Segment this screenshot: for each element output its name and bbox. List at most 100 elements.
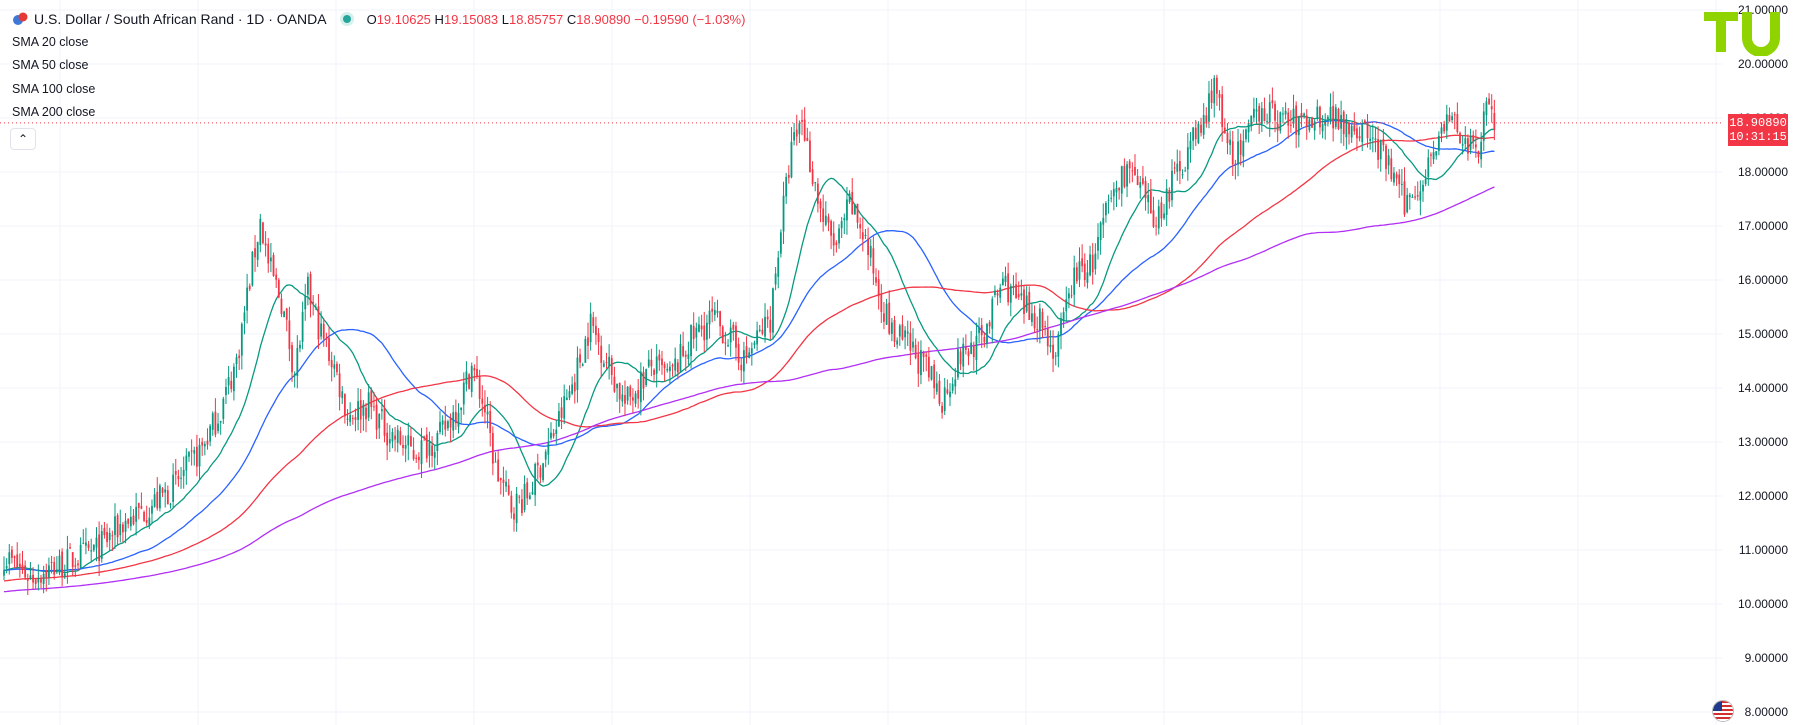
candle-body [1464,138,1467,144]
candle-body [1361,124,1364,143]
candle-body [180,477,182,479]
candle [1464,126,1467,150]
candle-body [964,347,967,350]
indicator-sma-20[interactable]: SMA 20 close [12,34,89,49]
candle-body [124,520,127,532]
price-axis[interactable]: 8.00000 9.00000 10.00000 11.00000 12.00000 13… [1738,3,1788,719]
candle-body [658,354,661,361]
candle [439,410,441,435]
candle-body [1377,139,1379,160]
candle-body [1223,127,1226,134]
candle-body [201,441,204,446]
candle-body [1218,94,1221,98]
candle-body [507,485,510,495]
candle [1268,94,1271,137]
candle [1134,154,1136,176]
candle [1160,196,1163,227]
candle [1142,166,1144,186]
candle-body [1176,163,1179,172]
candle [251,250,254,287]
indicator-sma-200[interactable]: SMA 200 close [12,105,96,120]
candle-body [1094,253,1097,270]
candle [1319,105,1321,135]
candle-body [679,343,682,372]
candle [1237,128,1239,177]
symbol-title[interactable]: U.S. Dollar / South African Rand · 1D · … [34,11,327,27]
candle-body [1099,222,1102,240]
candle [375,396,378,440]
candle-body [912,341,914,348]
candle [336,361,338,376]
candle [655,344,658,388]
candle-body [1419,191,1422,201]
candle-body [1490,106,1493,110]
candle [169,502,172,509]
indicator-sma-100[interactable]: SMA 100 close [12,81,96,96]
candle [925,351,928,372]
candle-body [1165,188,1168,215]
candle [267,238,270,273]
candle [412,437,415,461]
chevron-up-icon: ⌃ [17,132,29,146]
collapse-legend-button[interactable]: ⌃ [10,128,36,150]
candle-body [550,432,552,439]
candle [1406,187,1409,214]
candle-body [1221,94,1224,128]
candle [573,373,576,404]
candle [87,540,90,552]
candle [650,348,653,377]
candle-body [153,494,156,507]
candle [1033,305,1036,333]
candle [674,347,677,377]
candle-body [18,563,21,568]
candle-body [1020,293,1023,296]
candle [460,407,463,424]
candle-body [293,373,296,377]
candle [291,342,293,382]
candle [209,424,212,447]
candle [444,405,447,437]
candle-body [478,375,481,399]
candle [1223,118,1226,134]
candle-body [1157,206,1160,229]
candle-body [801,120,803,122]
indicator-sma-50[interactable]: SMA 50 close [12,58,89,73]
candle [48,557,50,585]
candle [40,574,42,589]
candle [967,348,970,366]
candle [18,553,21,578]
candle [1131,162,1134,183]
candle-body [777,257,780,277]
candle-body [457,412,460,427]
candlesticks [3,74,1496,596]
candle-body [1062,312,1065,321]
candle [809,131,811,173]
candle [661,350,663,375]
candle [1472,130,1475,149]
candle-body [832,233,835,246]
candle-body [473,367,476,371]
candle-body [1289,124,1292,126]
candle-body [795,129,798,137]
candle [790,127,793,179]
candle-body [1089,254,1091,276]
candle-body [1358,136,1361,139]
candle [758,325,761,333]
candle-body [439,421,441,433]
candle-body [1305,115,1308,127]
candle [1036,316,1039,343]
candle [328,326,330,366]
candle-body [1075,267,1078,282]
market-status-icon[interactable] [342,15,351,23]
candle [190,439,193,466]
candle-body [449,418,452,428]
candle [896,337,899,349]
candle [716,299,719,318]
candle [666,363,669,373]
candle [201,437,204,456]
candle-body [555,429,558,435]
candle [1356,124,1358,152]
candle [978,317,980,344]
candle [185,448,188,485]
